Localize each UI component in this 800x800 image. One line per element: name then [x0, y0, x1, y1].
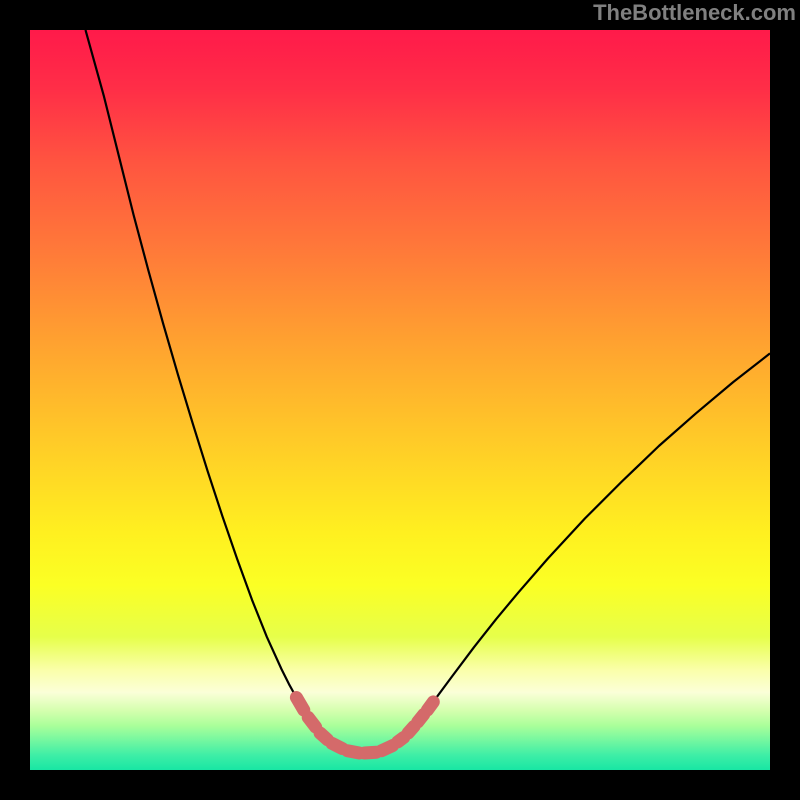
gradient-background [30, 30, 770, 770]
bottleneck-chart [30, 30, 770, 770]
watermark-text: TheBottleneck.com [593, 0, 796, 26]
